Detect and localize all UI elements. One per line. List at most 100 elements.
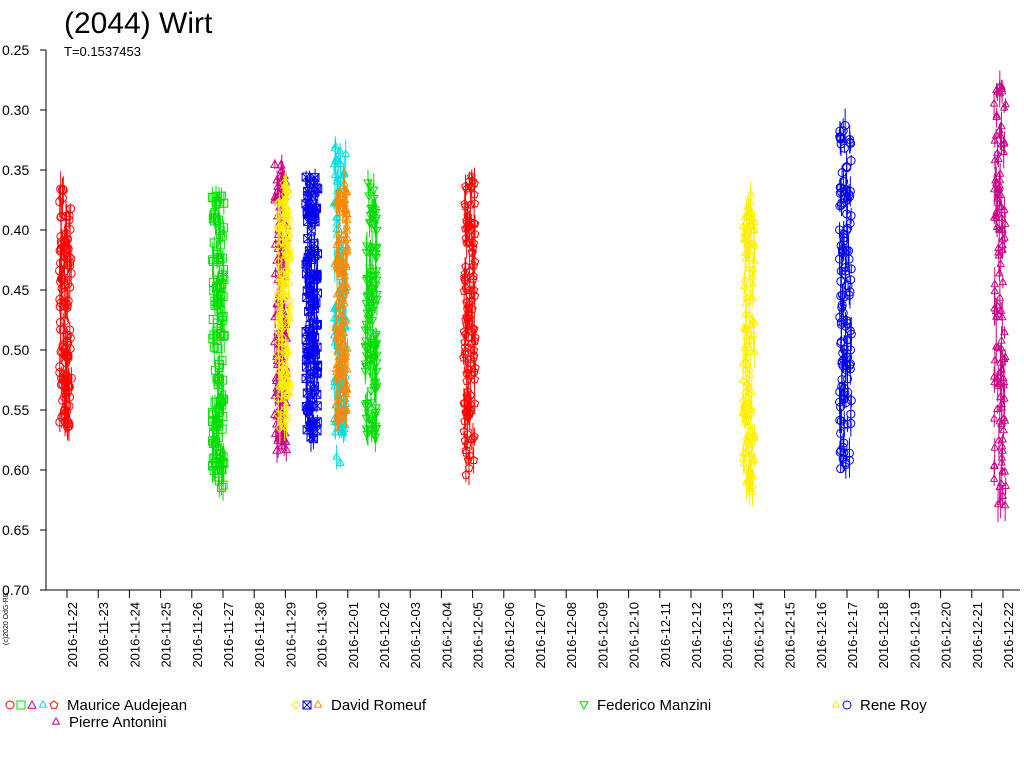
data-point <box>64 215 74 225</box>
data-point <box>367 418 378 428</box>
x-tick-label: 2016-12-03 <box>408 602 423 669</box>
data-point <box>371 267 382 277</box>
data-point <box>368 341 379 350</box>
data-point <box>837 300 847 310</box>
data-point <box>371 226 382 236</box>
data-point <box>835 188 845 198</box>
data-point <box>367 285 378 295</box>
y-tick-label: 0.40 <box>2 222 29 238</box>
data-point <box>276 164 287 174</box>
data-point <box>844 189 854 199</box>
x-tick-label: 2016-11-23 <box>96 602 111 668</box>
data-point <box>213 255 223 265</box>
data-point <box>274 196 285 207</box>
data-point <box>836 200 846 210</box>
x-tick-label: 2016-12-22 <box>1001 602 1016 669</box>
data-point <box>62 303 72 313</box>
data-point <box>209 438 219 448</box>
legend-symbol <box>842 700 852 710</box>
data-point <box>218 452 228 462</box>
data-point <box>465 407 474 417</box>
data-point <box>333 247 342 255</box>
data-point <box>740 274 750 283</box>
data-point <box>280 247 291 257</box>
data-point <box>275 423 285 433</box>
legend-item-4: Pierre Antonini <box>51 714 167 731</box>
x-tick-label: 2016-11-30 <box>315 602 330 668</box>
x-tick-label: 2016-12-02 <box>377 602 392 669</box>
data-point <box>999 413 1009 422</box>
data-point <box>835 201 845 211</box>
data-point <box>367 244 377 254</box>
legend-label: Maurice Audejean <box>67 697 187 714</box>
data-point <box>66 254 76 264</box>
data-point <box>341 149 350 158</box>
data-point <box>742 210 751 218</box>
data-point <box>746 427 755 435</box>
series-11 <box>989 70 1010 523</box>
data-point <box>1000 233 1009 241</box>
legend-symbol <box>313 700 323 708</box>
data-point <box>208 255 218 265</box>
series-3 <box>273 170 295 444</box>
data-point <box>744 478 754 487</box>
data-point <box>332 240 341 249</box>
data-point <box>270 409 280 418</box>
data-point <box>366 426 377 436</box>
data-point <box>278 275 289 285</box>
data-point <box>342 187 352 195</box>
data-point <box>463 455 473 464</box>
data-point <box>370 272 381 281</box>
data-point <box>369 384 380 393</box>
data-point <box>283 268 293 278</box>
data-point <box>361 276 372 286</box>
data-point <box>839 177 849 187</box>
data-point <box>838 348 848 358</box>
data-point <box>365 362 375 371</box>
data-point <box>312 417 322 427</box>
data-point <box>209 466 219 476</box>
series-8 <box>459 167 480 486</box>
data-point <box>461 283 471 292</box>
data-point <box>278 199 288 210</box>
data-point <box>334 264 343 273</box>
data-point <box>210 438 220 448</box>
legend-symbol <box>27 699 37 709</box>
data-point <box>995 183 1004 192</box>
data-point <box>745 309 754 318</box>
data-point <box>839 394 849 404</box>
data-point <box>749 238 758 246</box>
data-point <box>838 454 848 464</box>
data-point <box>739 221 748 230</box>
data-point <box>468 434 478 443</box>
data-point <box>468 248 477 257</box>
data-point <box>459 286 469 295</box>
data-point <box>992 342 1001 350</box>
data-point <box>368 186 379 196</box>
data-point <box>996 392 1005 401</box>
data-point <box>313 184 323 194</box>
x-tick-label: 2016-12-21 <box>970 602 985 669</box>
x-tick-label: 2016-11-27 <box>221 602 236 668</box>
data-point <box>63 351 73 361</box>
data-point <box>335 364 344 373</box>
data-point <box>55 294 65 304</box>
x-tick-label: 2016-11-26 <box>190 602 205 668</box>
data-point <box>470 332 480 342</box>
data-point <box>994 435 1004 444</box>
data-point <box>339 290 348 299</box>
data-point <box>273 296 283 307</box>
data-point <box>301 269 311 279</box>
x-tick-label: 2016-12-19 <box>907 602 922 669</box>
data-point <box>464 317 474 326</box>
data-point <box>993 499 1003 508</box>
data-point <box>336 174 345 183</box>
y-tick-label: 0.65 <box>2 522 29 538</box>
data-point <box>469 324 479 333</box>
x-tick-label: 2016-11-25 <box>159 602 174 668</box>
data-point <box>57 239 67 249</box>
data-point <box>997 453 1007 461</box>
data-point <box>460 349 470 358</box>
data-point <box>998 277 1008 286</box>
data-point <box>304 306 314 316</box>
